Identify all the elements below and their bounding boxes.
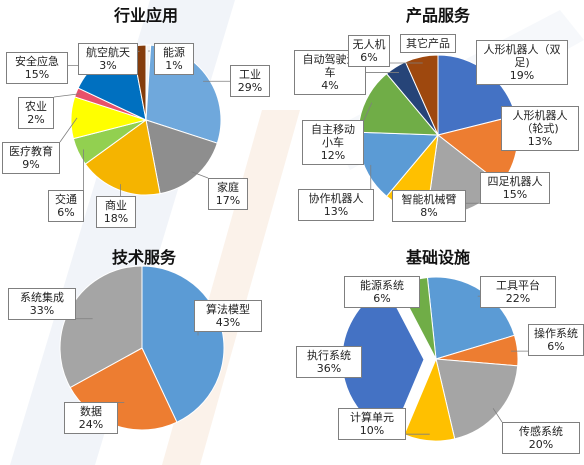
slice-percent: 3% — [99, 59, 117, 72]
data-label: 工具平台 22% — [480, 276, 556, 308]
pie-slice — [404, 54, 439, 136]
chart-title: 技术服务 — [111, 248, 176, 267]
slice-percent: 22% — [505, 292, 531, 305]
slice-percent: 13% — [527, 135, 553, 148]
data-label: 安全应急 15% — [6, 52, 68, 84]
data-label: 交通 6% — [48, 190, 84, 222]
chart-title: 基础设施 — [405, 248, 470, 267]
data-label: 自主移动小车 12% — [302, 120, 364, 165]
chart-title: 行业应用 — [113, 6, 178, 25]
data-label: 传感系统 20% — [502, 422, 580, 454]
slice-percent: 9% — [22, 158, 40, 171]
data-label: 执行系统 36% — [296, 346, 362, 378]
slice-percent: 13% — [323, 205, 349, 218]
slice-label: 农业 — [25, 100, 47, 113]
slice-percent: 33% — [29, 304, 55, 317]
slice-label: 人形机器人（轮式) — [512, 109, 568, 135]
data-label: 能源系统 6% — [344, 276, 420, 308]
slice-label: 人形机器人（双足) — [483, 43, 561, 69]
slice-percent: 15% — [24, 68, 50, 81]
slice-percent: 8% — [420, 206, 438, 219]
data-label: 航空航天 3% — [78, 43, 138, 75]
slice-percent: 6% — [373, 292, 391, 305]
slice-label: 能源系统 — [360, 279, 404, 292]
data-label: 数据 24% — [64, 402, 118, 434]
slice-label: 自主移动小车 — [311, 123, 355, 149]
pie-slice — [84, 119, 161, 196]
slice-percent: 15% — [502, 188, 528, 201]
slice-label: 无人机 — [352, 38, 386, 51]
data-label: 商业 18% — [96, 196, 136, 228]
slice-label: 算法模型 — [206, 303, 250, 316]
slice-label: 安全应急 — [15, 55, 59, 68]
data-label: 能源 1% — [154, 43, 194, 75]
slice-label: 其它产品 — [406, 37, 450, 50]
slice-label: 智能机械臂 — [401, 193, 457, 206]
slice-label: 数据 — [80, 405, 102, 418]
slice-percent: 6% — [547, 340, 565, 353]
data-label: 系统集成 33% — [8, 288, 76, 320]
data-label: 其它产品 — [400, 34, 456, 53]
slice-percent: 36% — [316, 362, 342, 375]
slice-percent: 43% — [215, 316, 241, 329]
slice-percent: 12% — [320, 149, 346, 162]
slice-label: 交通 — [55, 193, 77, 206]
slice-percent: 1% — [165, 59, 183, 72]
slice-label: 计算单元 — [350, 411, 394, 424]
leader-line — [191, 171, 209, 179]
slice-percent: 2% — [27, 113, 45, 126]
slice-label: 四足机器人 — [487, 175, 543, 188]
data-label: 家庭 17% — [208, 178, 248, 210]
chart-title: 产品服务 — [405, 6, 470, 25]
pie-panel-infrastructure: 基础设施 工具平台 22% 操作系统 6% 传感系统 20% 计算单元 10% 执行系统 36% 能… — [292, 232, 584, 465]
slice-label: 航空航天 — [86, 46, 130, 59]
slice-percent: 19% — [509, 69, 535, 82]
data-label: 人形机器人（轮式) 13% — [501, 106, 579, 151]
data-label: 四足机器人 15% — [480, 172, 550, 204]
data-label: 人形机器人（双足) 19% — [476, 40, 568, 85]
pie-slice — [435, 358, 519, 440]
data-label: 算法模型 43% — [194, 300, 262, 332]
slice-label: 自动驾驶汽车 — [302, 53, 358, 79]
slice-label: 工业 — [239, 68, 261, 81]
slice-percent: 24% — [78, 418, 104, 431]
leader-line — [492, 408, 503, 423]
data-label: 计算单元 10% — [338, 408, 406, 440]
slice-label: 操作系统 — [534, 327, 578, 340]
data-label: 医疗教育 9% — [2, 142, 60, 174]
pie-panel-industry: 行业应用 能源 1% 工业 29% 家庭 17% 商业 18% 交通 6% 医疗教育 9% 农业 2% 安全… — [0, 0, 292, 232]
leader-line — [363, 102, 373, 121]
slice-percent: 6% — [360, 51, 378, 64]
data-label: 协作机器人 13% — [298, 189, 374, 221]
pie-chart-svg — [341, 276, 528, 442]
pie-panel-tech: 技术服务 算法模型 43% 数据 24% 系统集成 33% — [0, 232, 292, 465]
pie-slice — [145, 119, 218, 195]
slice-percent: 4% — [321, 79, 339, 92]
slice-percent: 6% — [57, 206, 75, 219]
data-label: 操作系统 6% — [528, 324, 584, 356]
data-label: 无人机 6% — [348, 35, 390, 67]
slice-label: 传感系统 — [519, 425, 563, 438]
pie-panel-products: 产品服务 其它产品 人形机器人（双足) 19% 人形机器人（轮式) 13% 四足机器人 15… — [292, 0, 584, 232]
pie-chart-svg — [59, 265, 225, 431]
slice-label: 系统集成 — [20, 291, 64, 304]
leader-line — [59, 117, 78, 143]
slice-percent: 18% — [103, 212, 129, 225]
slice-label: 执行系统 — [307, 349, 351, 362]
slice-label: 能源 — [163, 46, 185, 59]
slice-label: 协作机器人 — [308, 192, 364, 205]
slice-label: 工具平台 — [496, 279, 540, 292]
leader-line — [53, 93, 80, 98]
slice-percent: 20% — [528, 438, 554, 451]
data-label: 智能机械臂 8% — [392, 190, 466, 222]
slice-percent: 10% — [359, 424, 385, 437]
slice-label: 商业 — [105, 199, 127, 212]
slice-percent: 17% — [215, 194, 241, 207]
data-label: 农业 2% — [18, 97, 54, 129]
slice-label: 家庭 — [217, 181, 239, 194]
slice-percent: 29% — [237, 81, 263, 94]
data-label: 工业 29% — [230, 65, 270, 97]
slice-label: 医疗教育 — [9, 145, 53, 158]
